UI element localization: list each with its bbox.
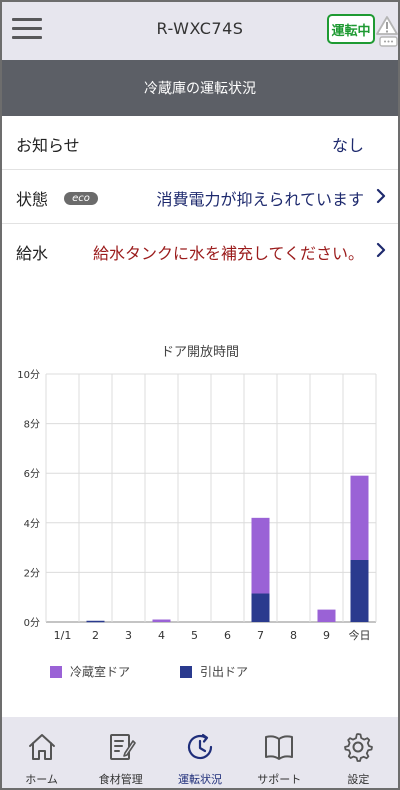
water-warning-value: 給水タンクに水を補充してください。 bbox=[92, 244, 364, 263]
bar-segment bbox=[86, 620, 105, 623]
nav-support[interactable]: サポート bbox=[240, 717, 319, 788]
legend-swatch-drawer bbox=[180, 665, 192, 678]
legend-fridge-door: 冷蔵室ドア bbox=[50, 663, 130, 680]
chevron-right-icon bbox=[376, 188, 386, 204]
legend-label-drawer: 引出ドア bbox=[200, 665, 249, 679]
x-tick-label: 4 bbox=[158, 629, 165, 642]
notice-value: なし bbox=[331, 136, 364, 155]
x-tick-label: 5 bbox=[191, 629, 198, 642]
chevron-right-icon bbox=[376, 242, 386, 258]
chart-canvas: 0分 2分 4分 6分 8分 10分 1/1 2 3 4 5 6 7 8 9 今日 bbox=[17, 369, 377, 642]
notice-label: お知らせ bbox=[16, 136, 80, 155]
model-name: R-WXC74S bbox=[156, 19, 244, 38]
x-tick-label: 3 bbox=[125, 629, 132, 642]
y-tick-label: 10分 bbox=[17, 369, 40, 381]
x-tick-label: 6 bbox=[224, 629, 231, 642]
nav-food-management[interactable]: 食材管理 bbox=[81, 717, 160, 788]
bottom-navigation: ホーム 食材管理 運転状況 サポート bbox=[2, 717, 398, 788]
y-tick-label: 4分 bbox=[24, 518, 40, 530]
y-tick-label: 8分 bbox=[24, 419, 40, 431]
y-tick-label: 0分 bbox=[24, 617, 40, 629]
nav-home[interactable]: ホーム bbox=[2, 717, 81, 788]
gear-icon bbox=[344, 733, 374, 762]
notice-row[interactable]: お知らせ なし bbox=[2, 116, 398, 170]
warning-icon[interactable] bbox=[374, 14, 400, 48]
x-tick-label: 7 bbox=[257, 629, 264, 642]
state-row[interactable]: 状態 eco 消費電力が抑えられています bbox=[2, 170, 398, 224]
status-clock-icon bbox=[187, 733, 213, 760]
bar-segment bbox=[251, 517, 270, 594]
door-open-chart: ドア開放時間 0分 2分 4分 6分 8分 10分 1/1 2 3 4 5 6 7 8 9 今日 冷蔵室ドア … bbox=[2, 277, 398, 717]
menu-icon[interactable] bbox=[12, 18, 42, 40]
food-list-icon bbox=[109, 734, 136, 760]
state-value: 消費電力が抑えられています bbox=[156, 190, 364, 209]
top-bar: R-WXC74S 運転中 bbox=[2, 2, 398, 60]
nav-status-label: 運転状況 bbox=[178, 773, 222, 786]
nav-support-label: サポート bbox=[257, 773, 302, 786]
x-tick-label: 9 bbox=[323, 629, 330, 642]
book-icon bbox=[265, 735, 294, 760]
y-tick-label: 6分 bbox=[24, 468, 40, 480]
x-tick-label: 8 bbox=[290, 629, 297, 642]
home-icon bbox=[28, 734, 55, 760]
page-title: 冷蔵庫の運転状況 bbox=[2, 60, 398, 116]
nav-operation-status[interactable]: 運転状況 bbox=[160, 717, 239, 788]
legend-swatch-fridge bbox=[50, 665, 62, 678]
water-row[interactable]: 給水 給水タンクに水を補充してください。 bbox=[2, 224, 398, 278]
nav-food-label: 食材管理 bbox=[98, 773, 143, 786]
bar-segment bbox=[350, 560, 369, 622]
chart-title: ドア開放時間 bbox=[160, 345, 239, 360]
legend-drawer-door: 引出ドア bbox=[180, 663, 248, 680]
x-tick-label: 1/1 bbox=[54, 629, 72, 642]
state-label: 状態 bbox=[16, 190, 49, 209]
nav-settings-label: 設定 bbox=[347, 773, 370, 786]
eco-badge: eco bbox=[64, 192, 98, 205]
legend-label-fridge: 冷蔵室ドア bbox=[70, 665, 131, 679]
bar-segment bbox=[317, 609, 336, 622]
bar-segment bbox=[251, 593, 270, 622]
bar-segment bbox=[152, 619, 171, 622]
running-status-badge: 運転中 bbox=[327, 14, 375, 44]
bar-segment bbox=[350, 475, 369, 560]
nav-settings[interactable]: 設定 bbox=[319, 717, 398, 788]
x-tick-label: 今日 bbox=[349, 628, 371, 642]
nav-home-label: ホーム bbox=[25, 773, 58, 786]
water-label: 給水 bbox=[16, 244, 49, 263]
y-tick-label: 2分 bbox=[24, 567, 40, 579]
x-tick-label: 2 bbox=[92, 629, 99, 642]
